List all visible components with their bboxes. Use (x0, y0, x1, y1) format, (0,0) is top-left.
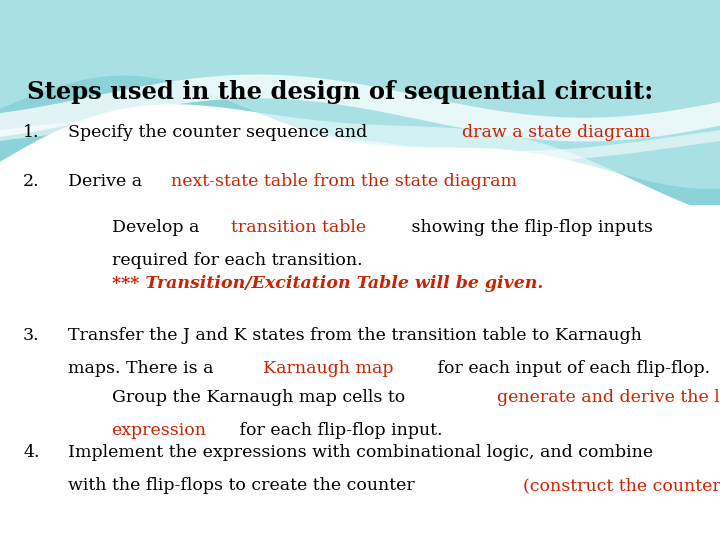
Text: 4.: 4. (23, 444, 40, 461)
Text: Develop a: Develop a (112, 219, 204, 235)
Text: generate and derive the logic: generate and derive the logic (497, 389, 720, 406)
Text: for each input of each flip-flop.: for each input of each flip-flop. (431, 360, 710, 377)
Text: 3.: 3. (23, 327, 40, 343)
Text: *** Transition/Excitation Table will be given.: *** Transition/Excitation Table will be … (112, 275, 543, 292)
Text: draw a state diagram: draw a state diagram (462, 124, 650, 141)
Text: maps. There is a: maps. There is a (68, 360, 220, 377)
Text: Karnaugh map: Karnaugh map (264, 360, 394, 377)
Text: for each flip-flop input.: for each flip-flop input. (234, 422, 443, 439)
Text: Derive a: Derive a (68, 173, 148, 190)
Text: next-state table from the state diagram: next-state table from the state diagram (171, 173, 517, 190)
Text: Specify the counter sequence and: Specify the counter sequence and (68, 124, 373, 141)
Text: Group the Karnaugh map cells to: Group the Karnaugh map cells to (112, 389, 410, 406)
Text: with the flip-flops to create the counter: with the flip-flops to create the counte… (68, 477, 420, 494)
Text: 1.: 1. (23, 124, 40, 141)
Polygon shape (0, 0, 720, 205)
Polygon shape (0, 0, 720, 189)
Text: Transfer the J and K states from the transition table to Karnaugh: Transfer the J and K states from the tra… (68, 327, 642, 343)
Text: transition table: transition table (231, 219, 366, 235)
Polygon shape (0, 119, 720, 162)
Text: Implement the expressions with combinational logic, and combine: Implement the expressions with combinati… (68, 444, 654, 461)
Text: (construct the counter).: (construct the counter). (523, 477, 720, 494)
Text: expression: expression (112, 422, 207, 439)
Text: Steps used in the design of sequential circuit:: Steps used in the design of sequential c… (27, 80, 654, 104)
Text: 2.: 2. (23, 173, 40, 190)
Text: showing the flip-flop inputs: showing the flip-flop inputs (406, 219, 652, 235)
Text: required for each transition.: required for each transition. (112, 252, 362, 269)
Polygon shape (0, 75, 720, 141)
